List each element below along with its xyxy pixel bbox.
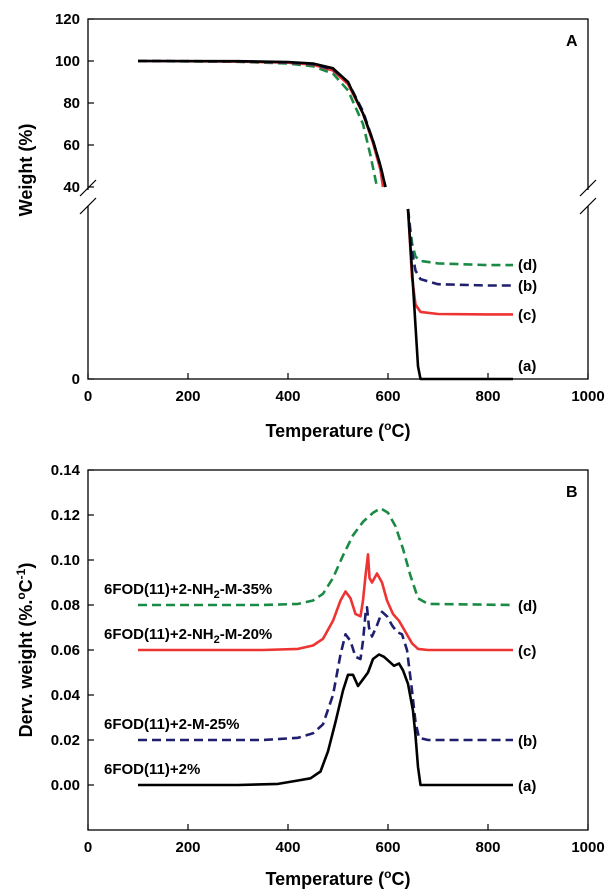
y-axis-label-b-text: Derv. weight (%. (16, 600, 36, 738)
y-tick-label-b: 0.04 (51, 687, 81, 704)
panel-a: A Weight (%) Temperature (oC) 0 200 400 600… (16, 11, 605, 441)
y-tick-label-b: 0.02 (51, 732, 80, 749)
panel-b: B Derv. weight (%.oC-1) Temperature (oC)… (14, 462, 605, 889)
x-tick-label-a: 400 (275, 388, 300, 405)
series-b-line (138, 605, 513, 742)
x-axis-label-b-text: Temperature ( (265, 869, 384, 889)
x-axis-label-a: Temperature (oC) (265, 419, 410, 441)
y-axis-label-b-sup-o: o (14, 592, 28, 599)
axis-break-gap (85, 190, 91, 206)
y-axis-label-b-sup: -1 (14, 568, 28, 579)
series-b (138, 506, 514, 787)
y-tick-label-a: 80 (63, 95, 80, 112)
x-axis-label-b-sup: o (384, 867, 391, 881)
x-tick-label-a: 600 (375, 388, 400, 405)
series-d-lower-line (406, 208, 513, 267)
y-tick-label-b: 0.06 (51, 642, 80, 659)
axis-break-slash (79, 197, 97, 215)
series-a (137, 59, 513, 381)
series-b-upper-line (137, 59, 387, 188)
y-tick-label-a: 60 (63, 137, 80, 154)
y-tick-label-b: 0.12 (51, 507, 80, 524)
series-tag-d: (d) (518, 257, 537, 274)
x-tick-label-a: 0 (84, 388, 92, 405)
x-tick-label-b: 400 (275, 839, 300, 856)
series-a-line (138, 653, 513, 787)
series-label-a: 6FOD(11)+2% (104, 761, 200, 778)
panel-label-a: A (566, 33, 578, 50)
x-axis-label-a-text: Temperature ( (265, 421, 384, 441)
series-tags-a: (a) (b) (c) (d) (518, 257, 537, 375)
axis-break-slash (579, 179, 597, 197)
y-tick-label-b: 0.00 (51, 777, 80, 794)
series-tag-c: (c) (518, 307, 536, 324)
x-tick-label-b: 1000 (571, 839, 604, 856)
x-tick-label-b: 800 (475, 839, 500, 856)
x-axis-label-a-sup: o (384, 419, 391, 433)
series-tag-b: (b) (518, 278, 537, 295)
y-axis-label-b-mid: C (16, 579, 36, 592)
y-tick-label-a: 120 (55, 11, 80, 28)
axis-break-slash (79, 179, 97, 197)
series-a-upper-line (137, 59, 387, 188)
y-tick-label-a: 0 (72, 371, 80, 388)
series-tags-b: (d) 6FOD(11)+2-NH2-M-35% (c) 6FOD(11)+2-NH2… (104, 581, 537, 795)
y-tick-label-b: 0.14 (51, 462, 81, 479)
series-d-upper-line (137, 59, 379, 188)
y-axis-label-b-end: ) (16, 563, 36, 569)
x-tick-label-a: 1000 (571, 388, 604, 405)
series-c-line (138, 553, 513, 652)
series-tag-b: (b) (518, 733, 537, 750)
x-axis-label-a-end: C) (392, 421, 411, 441)
y-tick-label-b: 0.08 (51, 597, 80, 614)
series-label-c: 6FOD(11)+2-NH2-M-20% (104, 626, 272, 646)
y-axis-label-b: Derv. weight (%.oC-1) (14, 563, 36, 738)
x-axis-label-b-end: C) (392, 869, 411, 889)
series-b-lower-line (406, 208, 513, 287)
series-label-d: 6FOD(11)+2-NH2-M-35% (104, 581, 272, 601)
y-tick-label-a: 100 (55, 53, 80, 70)
series-tag-c: (c) (518, 643, 536, 660)
y-tick-label-a: 40 (63, 179, 80, 196)
series-tag-a: (a) (518, 358, 536, 375)
series-tag-a: (a) (518, 778, 536, 795)
panel-label-b: B (566, 484, 578, 501)
x-tick-label-b: 0 (84, 839, 92, 856)
x-axis-label-b: Temperature (oC) (265, 867, 410, 889)
y-axis-label-a: Weight (%) (16, 124, 36, 217)
x-tick-label-a: 200 (175, 388, 200, 405)
x-tick-label-a: 800 (475, 388, 500, 405)
axis-break-markers (79, 179, 597, 215)
ticks-a: 0 200 400 600 800 1000 40 60 80 100 120 0 (55, 11, 605, 405)
axis-break-slash (579, 197, 597, 215)
series-tag-d: (d) (518, 598, 537, 615)
axis-break-gap (585, 190, 591, 206)
x-tick-label-b: 600 (375, 839, 400, 856)
x-tick-label-b: 200 (175, 839, 200, 856)
ticks-b: 0 200 400 600 800 1000 0.00 0.02 0.04 0.06 0.08 0.1… (51, 462, 605, 856)
series-label-b: 6FOD(11)+2-M-25% (104, 716, 239, 733)
series-d-line (138, 506, 514, 607)
series-a-lower-line (406, 208, 513, 381)
y-tick-label-b: 0.10 (51, 552, 80, 569)
